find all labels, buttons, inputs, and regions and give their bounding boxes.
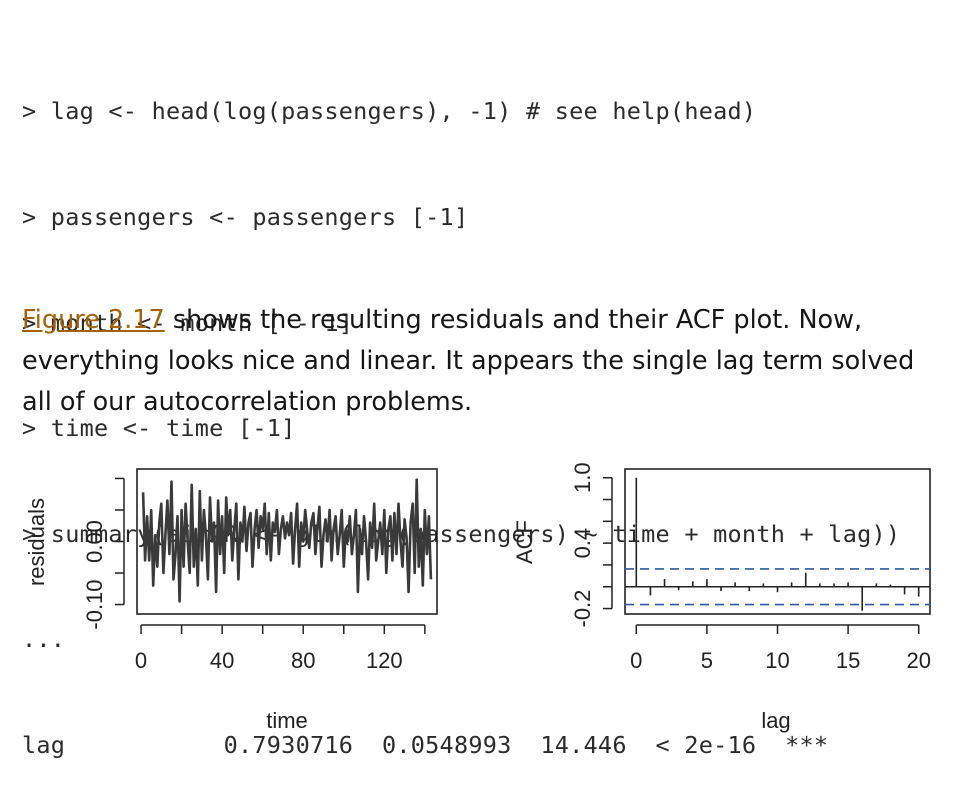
acf-x-axis-label: lag <box>761 708 790 733</box>
acf-x-tick-label: 15 <box>836 648 860 673</box>
code-line: > month <- month [ - 1] <box>22 308 354 337</box>
acf-plot-frame <box>624 468 931 615</box>
figure: 0 40 80 120 time -0.10 0.00 residuals 0 5 10 15 20 la… <box>24 462 931 733</box>
figure-link[interactable]: Figure 2.17 <box>22 305 165 335</box>
code-line: ... <box>22 625 66 654</box>
acf-y-axis-label: ACF <box>512 520 537 564</box>
paragraph-text: shows the resulting residuals and their … <box>22 305 915 417</box>
plot-frame <box>136 468 438 615</box>
x-tick-label: 0 <box>135 648 147 673</box>
acf-x-tick-label: 10 <box>765 648 789 673</box>
acf-x-tick-label: 5 <box>701 648 713 673</box>
x-tick-label: 80 <box>291 648 315 673</box>
acf-y-tick-label: 0.4 <box>570 528 595 559</box>
x-tick-label: 40 <box>210 648 234 673</box>
code-line: > time <- time [-1] <box>22 414 296 443</box>
acf-y-tick-label: 1.0 <box>570 462 595 493</box>
y-axis-label: residuals <box>24 498 49 586</box>
y-tick-label: 0.00 <box>82 520 107 563</box>
x-tick-label: 120 <box>366 648 403 673</box>
residuals-series-line <box>141 478 433 603</box>
acf-x-tick-label: 20 <box>906 648 930 673</box>
y-tick-label: -0.10 <box>82 579 107 629</box>
acf-x-tick-label: 0 <box>630 648 642 673</box>
x-axis-label: time <box>266 708 308 733</box>
code-line: > lag <- head(log(passengers), -1) # see… <box>22 97 757 126</box>
body-paragraph: Figure 2.17 shows the resulting residual… <box>22 300 947 423</box>
code-line: > passengers <- passengers [-1] <box>22 203 469 231</box>
acf-y-tick-label: -0.2 <box>570 590 595 628</box>
